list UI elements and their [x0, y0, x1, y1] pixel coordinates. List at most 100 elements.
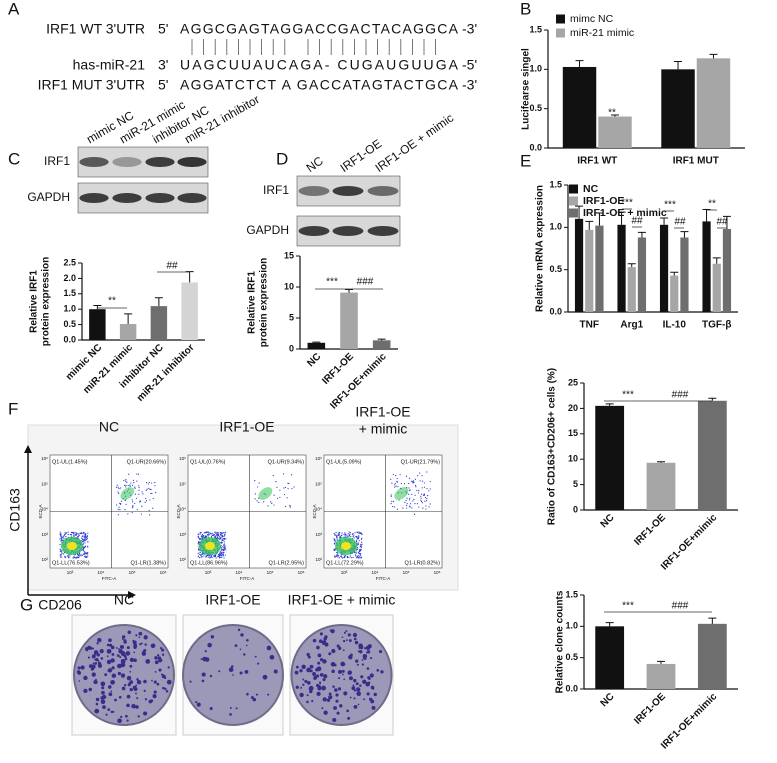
colony: [337, 687, 342, 691]
colony: [114, 698, 117, 702]
colony: [328, 652, 332, 656]
flow-dot: [127, 513, 129, 515]
flow-dot: [408, 499, 411, 501]
flow-dot: [276, 486, 278, 489]
flow-dot: [207, 534, 209, 536]
flow-dot: [198, 553, 201, 555]
flow-dot: [275, 481, 277, 483]
y-tick-label: 15: [284, 250, 294, 260]
flow-dot: [132, 479, 134, 481]
flow-dot: [211, 556, 213, 559]
error-bar: [605, 403, 614, 406]
flow-dot: [78, 556, 80, 559]
colony: [359, 650, 363, 654]
colony: [360, 675, 364, 679]
flow-dot: [82, 550, 85, 552]
flow-dot: [359, 557, 361, 559]
blot-label: IRF1: [44, 154, 70, 168]
flow-dot: [399, 474, 401, 476]
seq-text: UAGCUUAUCAGA- CUGAUGUUGA: [180, 57, 459, 73]
y-tick-label: 5: [573, 479, 578, 489]
y-tick-label: 1.0: [529, 64, 542, 74]
colony: [138, 631, 143, 636]
flow-dot: [149, 514, 151, 516]
flow-dot: [290, 474, 293, 476]
flow-dot: [131, 507, 134, 509]
flow-dot: [424, 496, 427, 499]
colony: [87, 645, 92, 650]
flow-dot: [150, 492, 152, 495]
flow-dot: [333, 538, 335, 540]
flow-dot: [420, 495, 422, 497]
flow-dot: [221, 532, 223, 534]
flow-dot: [225, 538, 227, 540]
flow-dot: [117, 514, 120, 516]
flow-dot: [86, 535, 88, 537]
flow-dot: [336, 537, 338, 539]
colony: [125, 714, 128, 718]
colony: [302, 678, 305, 681]
colony: [250, 696, 254, 699]
colony: [92, 662, 95, 665]
flow-dot: [334, 555, 336, 557]
flow-dot: [223, 546, 226, 548]
flow-dot: [344, 555, 347, 557]
flow-dot: [211, 533, 213, 535]
flow-dot: [356, 548, 358, 550]
flow-dot: [429, 480, 431, 483]
colony: [112, 710, 115, 713]
flow-dot: [390, 503, 392, 505]
y-tick-label: 0.5: [529, 103, 542, 113]
flow-dot: [396, 477, 398, 480]
flow-dot: [222, 554, 224, 556]
flow-dot: [85, 539, 88, 541]
colony: [364, 647, 367, 650]
flow-dot: [223, 532, 225, 534]
x-tick-label: IL-10: [663, 320, 687, 331]
colony: [322, 659, 327, 664]
flow-dot: [356, 531, 358, 533]
flow-dot: [223, 547, 225, 549]
blot-label: GAPDH: [246, 223, 289, 237]
colony: [117, 671, 122, 676]
annotation: ###: [672, 601, 689, 612]
flow-dot: [213, 533, 215, 535]
flow-dot: [254, 498, 256, 500]
bar: [670, 275, 679, 312]
flow-dot: [63, 537, 65, 539]
y-tick-label: 1.0: [63, 304, 76, 314]
bar: [307, 342, 326, 349]
flow-axis: FITC-A: [102, 576, 117, 581]
flow-dot: [411, 507, 413, 509]
flow-dot: [79, 554, 81, 557]
flow-dot: [224, 538, 226, 541]
colony: [347, 633, 351, 637]
x-tick-label: IRF1 WT: [577, 156, 617, 167]
flow-dot: [224, 545, 226, 547]
flow-dot: [210, 535, 213, 538]
flow-dot: [83, 556, 86, 558]
quadrant-label: Q1-UL(5.09%): [326, 459, 362, 465]
flow-dot: [59, 548, 61, 550]
flow-dot: [84, 542, 86, 544]
flow-dot: [60, 556, 63, 558]
flow-dot: [411, 493, 413, 495]
flow-dot: [134, 493, 137, 495]
colony: [257, 662, 260, 665]
flow-dot: [408, 477, 411, 479]
colony: [76, 670, 81, 674]
panel-label: A: [8, 0, 20, 18]
colony: [156, 654, 160, 657]
flow-dot: [258, 482, 260, 484]
flow-tick: 10³: [67, 570, 74, 575]
flow-dot: [117, 486, 119, 488]
y-axis-label: Ratio of CD163+CD206+ cells (%): [547, 368, 558, 525]
flow-dot: [223, 549, 225, 551]
flow-dot: [60, 538, 62, 540]
flow-dot: [258, 501, 260, 504]
colony: [88, 687, 93, 692]
flow-title: NC: [99, 419, 119, 435]
flow-dot: [209, 534, 211, 536]
legend-swatch: [569, 196, 578, 206]
colony: [120, 662, 126, 668]
